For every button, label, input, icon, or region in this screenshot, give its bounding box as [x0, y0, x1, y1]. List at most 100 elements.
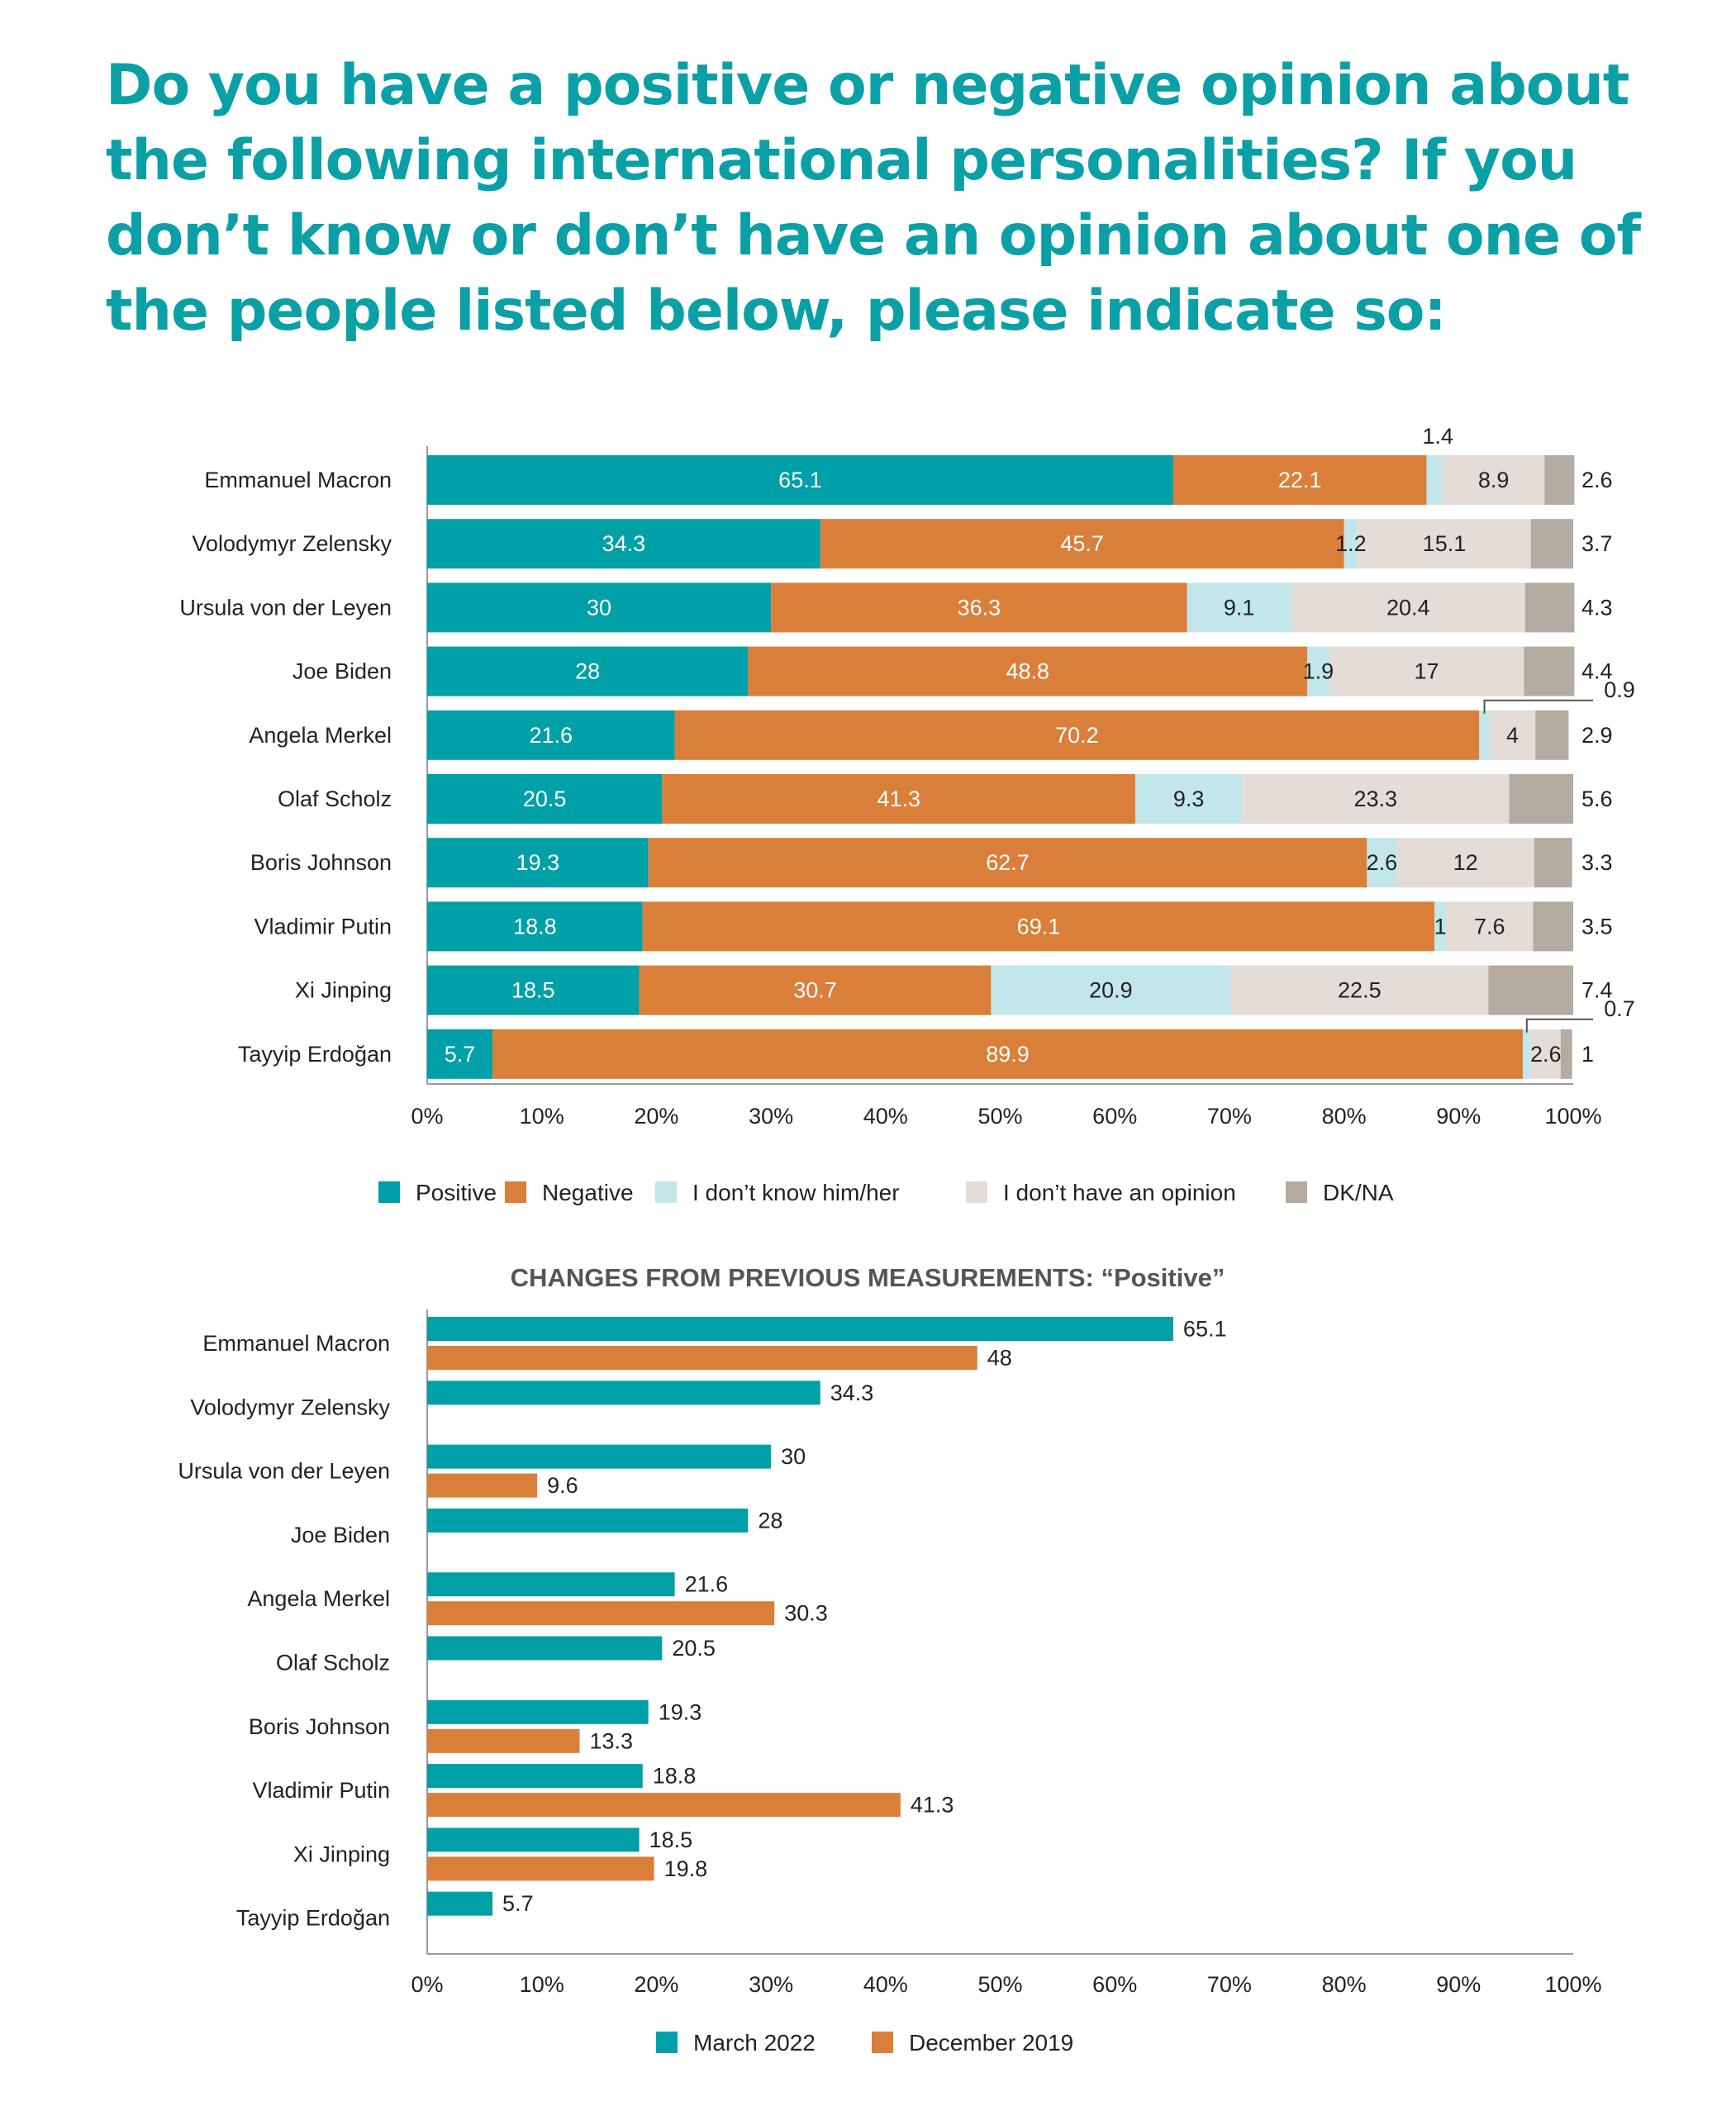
bar-negative: [639, 965, 992, 1015]
legend-swatch-december-2019: [872, 2032, 893, 2053]
x-tick-label: 50%: [977, 1972, 1022, 1997]
title-line: Do you have a positive or negative opini…: [106, 53, 1629, 118]
title-line: the people listed below, please indicate…: [106, 278, 1447, 344]
data-label-no-opinion: 20.4: [1386, 595, 1430, 620]
x-tick-label: 80%: [1322, 1104, 1367, 1129]
bar-positive: [427, 838, 649, 888]
data-label-positive: 30: [587, 595, 611, 620]
bar-negative: [648, 838, 1367, 888]
legend-swatch-dkna: [1286, 1181, 1307, 1203]
data-label-dont-know: 20.9: [1089, 978, 1133, 1003]
bar-positive: [427, 582, 772, 633]
data-label-dont-know: 2.6: [1367, 850, 1398, 875]
title-line: don’t know or don’t have an opinion abou…: [106, 203, 1641, 269]
bar-no-opinion: [1396, 838, 1534, 888]
data-label-dkna: 1: [1581, 1042, 1594, 1067]
data-label-positive: 5.7: [445, 1042, 476, 1067]
bar-march-2022: [427, 1317, 1173, 1341]
bar-dkna: [1509, 774, 1573, 824]
data-label-no-opinion: 7.6: [1474, 914, 1505, 939]
data-label-dont-know: 9.3: [1173, 787, 1205, 811]
bar-december-2019: [427, 1601, 775, 1626]
data-label-no-opinion: 4: [1506, 723, 1519, 748]
category-label: Volodymyr Zelensky: [192, 531, 392, 556]
bar-december-2019: [427, 1793, 901, 1818]
x-tick-label: 50%: [977, 1104, 1022, 1129]
bar-december-2019: [427, 1856, 654, 1881]
bar-march-2022: [427, 1508, 749, 1533]
data-label-no-opinion: 2.6: [1530, 1042, 1562, 1067]
data-label-no-opinion: 15.1: [1423, 531, 1467, 556]
data-label-dont-know: 1.9: [1303, 659, 1334, 684]
category-label: Joe Biden: [291, 1523, 390, 1547]
data-label-positive: 28: [575, 659, 600, 684]
x-tick-label: 80%: [1322, 1972, 1367, 1997]
bar-positive: [427, 646, 749, 696]
data-label-negative: 69.1: [1017, 914, 1061, 939]
data-label-positive: 34.3: [602, 531, 646, 556]
x-tick-label: 60%: [1092, 1104, 1137, 1129]
page-title: Do you have a positive or negative opini…: [106, 48, 1676, 349]
category-label: Xi Jinping: [295, 978, 392, 1003]
data-label-march-2022: 30: [781, 1444, 806, 1469]
legend-label-positive: Positive: [416, 1180, 497, 1205]
bar-march-2022: [427, 1572, 675, 1597]
category-label: Angela Merkel: [247, 1586, 390, 1611]
data-label-march-2022: 20.5: [672, 1636, 716, 1661]
category-label: Tayyip Erdoğan: [236, 1906, 390, 1931]
bar-no-opinion: [1489, 710, 1536, 760]
bar-negative: [771, 582, 1187, 633]
data-label-negative: 70.2: [1055, 723, 1099, 748]
data-label-dkna: 5.6: [1581, 787, 1613, 811]
bar-positive: [427, 901, 643, 952]
bar-dkna: [1488, 965, 1573, 1015]
category-label: Volodymyr Zelensky: [190, 1395, 390, 1419]
data-label-no-opinion: 17: [1414, 659, 1439, 684]
legend-swatch-positive: [378, 1181, 400, 1203]
category-label: Tayyip Erdoğan: [238, 1042, 392, 1067]
x-tick-label: 60%: [1092, 1972, 1137, 1997]
data-label-dkna: 2.6: [1581, 468, 1613, 492]
data-label-dont-know: 1.4: [1422, 424, 1453, 449]
legend-swatch-no-opinion: [966, 1181, 987, 1203]
data-label-no-opinion: 22.5: [1338, 978, 1382, 1003]
bar-dont-know: [1367, 838, 1397, 888]
title-line: the following international personalitie…: [106, 128, 1577, 193]
x-tick-label: 10%: [520, 1972, 564, 1997]
category-label: Ursula von der Leyen: [178, 1459, 390, 1484]
category-label: Joe Biden: [293, 659, 392, 684]
data-label-march-2022: 5.7: [502, 1891, 534, 1916]
data-label-dont-know: 1: [1434, 914, 1447, 939]
x-tick-label: 20%: [634, 1104, 678, 1129]
x-tick-label: 0%: [411, 1972, 443, 1997]
data-label-march-2022: 65.1: [1183, 1317, 1227, 1342]
data-label-dont-know: 0.9: [1604, 677, 1635, 702]
data-label-dkna: 2.9: [1581, 723, 1613, 748]
bar-december-2019: [427, 1346, 977, 1370]
data-label-negative: 41.3: [877, 787, 920, 811]
bar-dkna: [1524, 646, 1575, 696]
x-tick-label: 70%: [1207, 1104, 1252, 1129]
bar-dont-know: [991, 965, 1231, 1015]
data-label-positive: 21.6: [530, 723, 573, 748]
category-label: Angela Merkel: [249, 723, 392, 748]
data-label-dont-know: 0.7: [1604, 996, 1635, 1021]
bar-negative: [662, 774, 1136, 824]
data-label-march-2022: 18.8: [653, 1764, 697, 1789]
data-label-negative: 45.7: [1060, 531, 1104, 556]
data-label-negative: 22.1: [1278, 468, 1322, 492]
data-label-dkna: 3.3: [1581, 850, 1613, 875]
data-label-negative: 48.8: [1006, 659, 1050, 684]
data-label-december-2019: 9.6: [547, 1473, 578, 1498]
bar-no-opinion: [1442, 455, 1545, 505]
bar-dkna: [1535, 710, 1569, 760]
bar-negative: [674, 710, 1480, 760]
bar-march-2022: [427, 1764, 643, 1789]
category-label: Emmanuel Macron: [202, 1331, 390, 1356]
bar-dkna: [1530, 519, 1573, 569]
bar-december-2019: [427, 1473, 538, 1498]
x-tick-label: 20%: [634, 1972, 678, 1997]
data-label-no-opinion: 8.9: [1478, 468, 1510, 492]
data-label-negative: 89.9: [986, 1042, 1030, 1067]
